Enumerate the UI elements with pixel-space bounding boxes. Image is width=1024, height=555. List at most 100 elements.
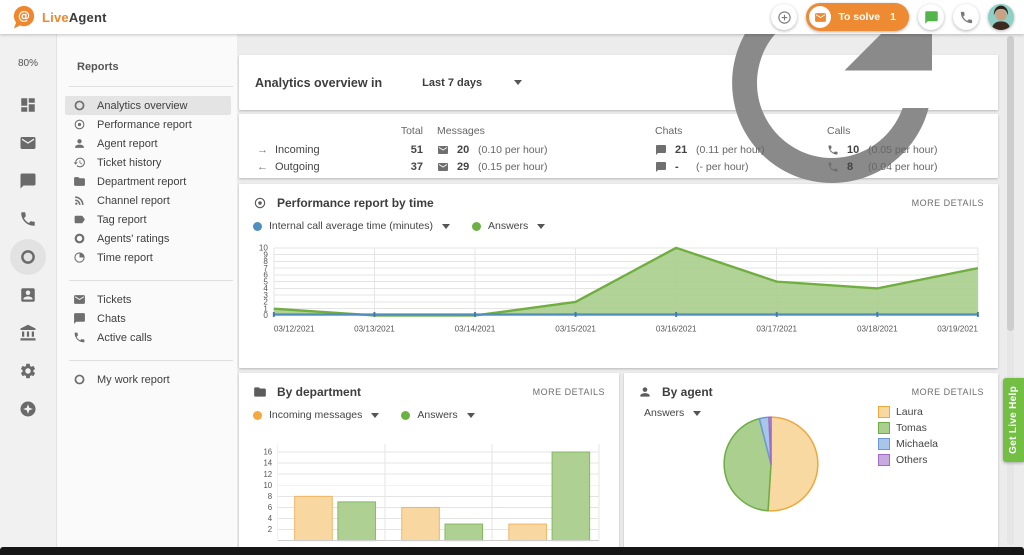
sidebar-item-agent-report[interactable]: Agent report bbox=[65, 134, 231, 153]
person-icon bbox=[638, 385, 652, 399]
department-legend: Incoming messages Answers bbox=[253, 408, 605, 422]
rail-tickets-button[interactable] bbox=[10, 125, 46, 161]
chevron-down-icon bbox=[514, 80, 523, 85]
rail-customers-button[interactable] bbox=[10, 277, 46, 313]
get-live-help-tab[interactable]: Get Live Help bbox=[1003, 378, 1024, 462]
sidebar-item-my-work-report[interactable]: My work report bbox=[65, 370, 231, 389]
svg-text:7: 7 bbox=[263, 264, 268, 273]
rail-reports-button[interactable] bbox=[10, 239, 46, 275]
chats-button[interactable] bbox=[918, 4, 944, 30]
chat-icon bbox=[655, 144, 667, 156]
phone-icon bbox=[19, 210, 37, 228]
pie-legend-item-laura[interactable]: Laura bbox=[877, 406, 938, 418]
pie-legend-item-tomas[interactable]: Tomas bbox=[877, 422, 938, 434]
window-bottom-edge bbox=[0, 547, 1024, 555]
time-series-chart[interactable]: 0 1 2 3 4 5 6 7 8 9 10 03/12/2021 03/13/2021 03/14/20… bbox=[253, 238, 984, 339]
calls-button[interactable] bbox=[953, 4, 979, 30]
sidebar-item-department-report[interactable]: Department report bbox=[65, 172, 231, 191]
more-details-link[interactable]: MORE DETAILS bbox=[911, 198, 984, 208]
svg-text:6: 6 bbox=[263, 271, 268, 280]
sidebar-item-ticket-history[interactable]: Ticket history bbox=[65, 153, 231, 172]
sidebar-item-agents-ratings[interactable]: Agents' ratings bbox=[65, 229, 231, 248]
sidebar-item-performance-report[interactable]: Performance report bbox=[65, 115, 231, 134]
agent-pie-chart[interactable] bbox=[715, 408, 827, 525]
sidebar-item-channel-report[interactable]: Channel report bbox=[65, 191, 231, 210]
target-icon bbox=[253, 196, 267, 210]
liveagent-logo[interactable]: @ LiveAgent bbox=[12, 5, 107, 29]
legend-dot bbox=[472, 221, 481, 231]
dashboard-icon bbox=[19, 96, 37, 114]
svg-text:16: 16 bbox=[263, 448, 272, 457]
legend-dot bbox=[253, 221, 262, 231]
more-details-link[interactable]: MORE DETAILS bbox=[911, 387, 984, 397]
department-bar-chart[interactable]: 2 4 6 8 10 12 14 16 bbox=[253, 427, 605, 551]
svg-text:03/15/2021: 03/15/2021 bbox=[555, 325, 596, 334]
col-messages: Messages bbox=[437, 125, 485, 137]
mail-icon bbox=[437, 161, 449, 173]
section-title: By department bbox=[277, 385, 362, 399]
main-content: Analytics overview in Last 7 days Total … bbox=[237, 0, 1024, 555]
page-scrollbar[interactable] bbox=[1007, 36, 1014, 545]
svg-text:03/19/2021: 03/19/2021 bbox=[937, 325, 978, 334]
date-range-select[interactable]: Last 7 days bbox=[422, 76, 523, 89]
user-avatar[interactable] bbox=[988, 4, 1014, 30]
sidebar-item-active-calls[interactable]: Active calls bbox=[65, 328, 231, 347]
bank-icon bbox=[19, 324, 37, 342]
by-agent-card: By agent MORE DETAILS Answers Laura Tomas… bbox=[624, 373, 998, 555]
scrollbar-thumb[interactable] bbox=[1007, 36, 1014, 332]
svg-text:12: 12 bbox=[263, 470, 272, 479]
chevron-down-icon bbox=[466, 412, 475, 418]
col-calls: Calls bbox=[827, 125, 851, 137]
svg-text:03/18/2021: 03/18/2021 bbox=[857, 325, 898, 334]
rail-billing-button[interactable] bbox=[10, 315, 46, 351]
legend-answers[interactable]: Answers bbox=[472, 220, 546, 232]
add-button[interactable] bbox=[771, 4, 798, 30]
sidebar-item-analytics-overview[interactable]: Analytics overview bbox=[65, 96, 231, 115]
svg-text:03/17/2021: 03/17/2021 bbox=[756, 325, 797, 334]
legend-internal-call[interactable]: Internal call average time (minutes) bbox=[253, 220, 450, 232]
arrow-right-icon: → bbox=[257, 143, 268, 156]
target-icon bbox=[73, 118, 86, 131]
rail-chats-button[interactable] bbox=[10, 163, 46, 199]
pie-legend-item-michaela[interactable]: Michaela bbox=[877, 438, 938, 450]
outgoing-chats: - (- per hour) bbox=[641, 158, 813, 175]
outgoing-calls: 8 (0.04 per hour) bbox=[813, 158, 998, 175]
sidebar-item-tickets[interactable]: Tickets bbox=[65, 290, 231, 309]
phone-icon bbox=[73, 331, 86, 344]
stats-summary-card: Total Messages Chats Calls → Incoming 51 … bbox=[239, 114, 998, 178]
legend-incoming-messages[interactable]: Incoming messages bbox=[253, 409, 380, 421]
by-department-card: By department MORE DETAILS Incoming mess… bbox=[239, 373, 619, 555]
sidebar-item-tag-report[interactable]: Tag report bbox=[65, 210, 231, 229]
gear-icon bbox=[19, 362, 37, 380]
agent-metric-select[interactable]: Answers bbox=[644, 406, 702, 420]
performance-report-card: Performance report by time MORE DETAILS … bbox=[239, 184, 998, 368]
folder-icon bbox=[253, 385, 267, 399]
stats-grid: Total Messages Chats Calls → Incoming 51 … bbox=[257, 121, 998, 175]
svg-text:14: 14 bbox=[263, 459, 272, 468]
rail-addons-button[interactable] bbox=[10, 391, 46, 427]
more-details-link[interactable]: MORE DETAILS bbox=[532, 387, 605, 397]
section-title: Performance report by time bbox=[277, 196, 434, 210]
incoming-total: 51 bbox=[410, 143, 423, 156]
sidebar-item-time-report[interactable]: Time report bbox=[65, 248, 231, 267]
legend-dot bbox=[253, 410, 262, 420]
agent-pie-legend: Laura Tomas Michaela Others bbox=[877, 406, 938, 525]
incoming-messages: 20 (0.10 per hour) bbox=[423, 141, 641, 158]
analytics-overview-header-card: Analytics overview in Last 7 days bbox=[239, 0, 998, 183]
rss-icon bbox=[73, 194, 86, 207]
rail-dashboard-button[interactable] bbox=[10, 87, 46, 123]
pie-legend-item-others[interactable]: Others bbox=[877, 454, 938, 466]
ratings-icon bbox=[73, 232, 86, 245]
to-solve-button[interactable]: To solve 1 bbox=[806, 3, 909, 31]
refresh-button[interactable] bbox=[682, 0, 982, 233]
person-icon bbox=[73, 137, 86, 150]
svg-text:6: 6 bbox=[268, 503, 272, 512]
legend-swatch bbox=[877, 422, 890, 434]
mail-icon bbox=[814, 11, 827, 24]
date-range-value: Last 7 days bbox=[422, 76, 483, 89]
sidebar-item-chats[interactable]: Chats bbox=[65, 309, 231, 328]
legend-answers[interactable]: Answers bbox=[401, 409, 475, 421]
rail-settings-button[interactable] bbox=[10, 353, 46, 389]
section-title: By agent bbox=[662, 385, 713, 399]
rail-calls-button[interactable] bbox=[10, 201, 46, 237]
